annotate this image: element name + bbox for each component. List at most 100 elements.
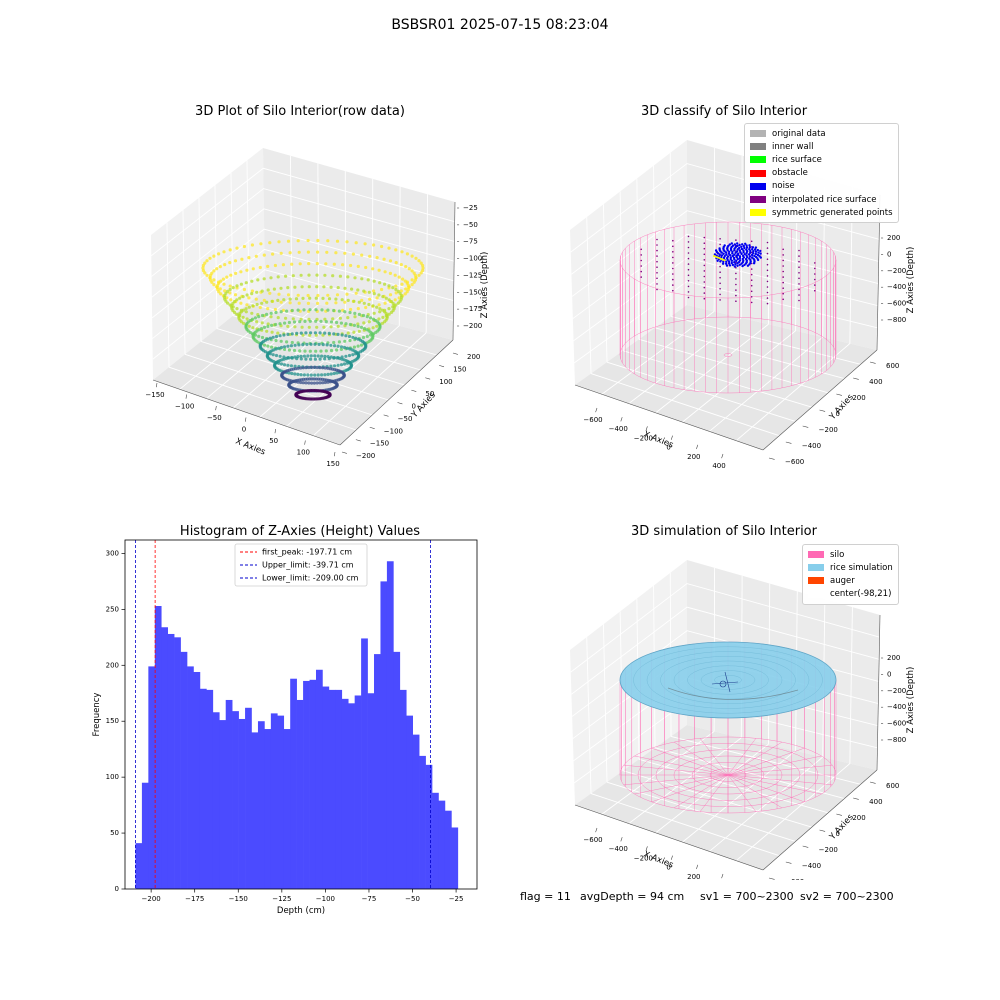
raw-point [392,303,396,307]
classify-noise-point [722,260,725,263]
raw-point [268,241,272,245]
raw-point [362,321,366,325]
simulation-gridline [655,743,769,834]
raw-point [302,308,306,312]
classify-noise-point [739,251,742,254]
simulation-z-axis-label: Z Axies (Depth) [906,667,916,734]
raw-point [353,276,357,280]
raw-point [399,293,403,297]
simulation-silo-floor-spoke [673,774,729,809]
raw-point [304,357,308,361]
raw-gridline [289,155,293,298]
classify-noise-point [718,253,721,256]
raw-point [306,301,310,305]
simulation-silo-floor-spoke [634,755,729,776]
raw-point [419,271,423,275]
raw-point [313,357,317,361]
raw-point [332,371,336,376]
raw-gridline [200,340,389,401]
simulation-y-tick-label: −200 [819,846,838,854]
raw-z-tick-label: −125 [463,271,482,279]
raw-point [251,304,255,308]
raw-point [325,343,329,347]
simulation-silo-floor-spoke [727,755,822,776]
classify-y-tick [836,393,843,396]
raw-point [266,337,270,341]
raw-point [262,277,266,281]
raw-point-cloud [201,238,425,401]
raw-point [272,287,276,291]
raw-point [296,239,300,243]
raw-3d-plot: −150−100−50050100150200150100500−50−100−… [145,148,490,468]
histogram-bar [361,638,368,889]
raw-point [333,364,337,368]
simulation-silo-floor-spoke [727,764,833,776]
raw-point [269,311,273,315]
simulation-gridline [708,756,824,852]
classify-noise-point [727,262,731,265]
raw-point [318,366,322,370]
classify-interpolated-point [687,257,690,260]
classify-symmetric-points [713,255,726,262]
raw-z-axis-line [452,201,456,341]
raw-z-tick-label: −175 [463,305,482,313]
classify-noise-point [743,246,746,250]
simulation-x-tick [696,864,699,870]
raw-point [300,285,304,289]
raw-point [262,253,266,257]
classify-gridline [572,233,879,319]
raw-point [319,349,323,353]
classify-y-tick-label: −400 [802,442,821,450]
classify-noise-point [735,250,739,253]
raw-point [229,273,233,277]
raw-point [279,345,284,350]
raw-y-tick [397,402,403,405]
classify-legend-label: symmetric generated points [772,207,893,218]
classify-legend-label: original data [772,128,826,139]
raw-gridline [425,194,429,333]
raw-point [318,357,322,361]
raw-point [383,282,387,286]
classify-plot-title: 3D classify of Silo Interior [640,104,808,119]
classify-legend-swatch [750,143,766,151]
classify-x-tick-label: −600 [583,416,602,424]
classify-interpolated-point [719,293,721,296]
raw-point [314,308,318,312]
raw-point [274,334,279,339]
raw-point [233,259,238,263]
raw-point [356,307,360,311]
simulation-gridline [622,770,812,828]
raw-point [326,366,330,370]
raw-z-tick-label: −25 [463,204,478,212]
raw-point [250,311,254,315]
simulation-silo-floor-spoke [699,738,729,776]
classify-x-tick-label: 400 [712,462,725,470]
classify-noise-point [756,258,760,262]
raw-point [229,298,233,302]
classify-noise-point [733,243,737,246]
raw-point [208,256,212,260]
classify-interpolated-point [782,270,784,273]
classify-interpolated-point [687,274,690,277]
histogram-bar [406,715,413,889]
raw-point [268,336,272,340]
raw-point [296,372,300,376]
classify-interpolated-point [750,301,753,304]
raw-point [352,330,356,334]
raw-point [320,373,324,377]
classify-symmetric-point [717,256,720,259]
simulation-legend-swatch [808,590,824,598]
classify-interpolated-point [640,270,642,273]
raw-point [356,322,360,326]
classify-noise-point [738,256,742,260]
raw-point [381,295,385,299]
raw-point [225,275,229,279]
raw-y-tick-label: −150 [370,440,389,448]
raw-point [315,365,319,370]
raw-point [332,355,336,360]
classify-noise-point [750,253,754,257]
raw-point [321,296,325,300]
histogram-legend-label: Lower_limit: -209.00 cm [262,574,359,583]
raw-point [290,332,294,336]
raw-point [308,308,312,312]
